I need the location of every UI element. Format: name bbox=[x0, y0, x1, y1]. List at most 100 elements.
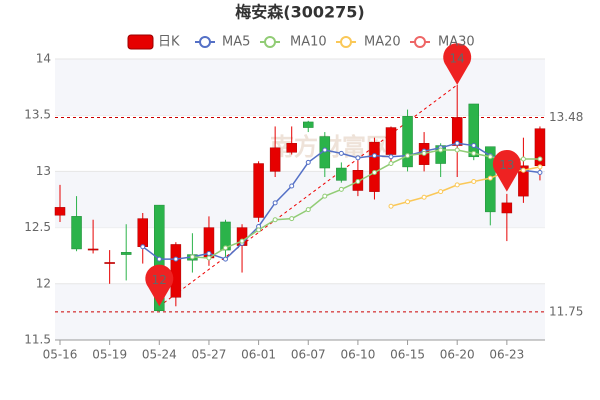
ma-point bbox=[355, 155, 361, 161]
candle-body bbox=[71, 216, 82, 250]
x-tick-label: 05-16 bbox=[43, 348, 78, 362]
ma-point bbox=[371, 153, 377, 159]
ma-point bbox=[189, 254, 195, 260]
ma-point bbox=[405, 199, 411, 205]
candle-body bbox=[137, 218, 148, 247]
ma-point bbox=[206, 255, 212, 261]
x-tick-label: 05-27 bbox=[192, 348, 227, 362]
x-tick-label: 06-20 bbox=[440, 348, 475, 362]
ma-point bbox=[471, 179, 477, 185]
y-tick-label: 13.5 bbox=[24, 108, 51, 122]
y-tick-label: 14 bbox=[36, 52, 51, 66]
legend-label: MA5 bbox=[222, 35, 250, 50]
ma-point bbox=[322, 193, 328, 199]
candle-body bbox=[286, 143, 297, 153]
candle-body bbox=[369, 141, 380, 192]
legend-label: MA30 bbox=[438, 35, 475, 50]
candle-body bbox=[253, 163, 264, 218]
ma-point bbox=[140, 244, 146, 250]
legend-marker bbox=[340, 36, 352, 48]
y-tick-label: 12.5 bbox=[24, 220, 51, 234]
ma-point bbox=[338, 150, 344, 156]
y-tick-label: 13 bbox=[36, 164, 51, 178]
ma-point bbox=[305, 207, 311, 213]
pin-label: 13 bbox=[499, 158, 514, 172]
legend-label: 日K bbox=[158, 35, 180, 50]
x-tick-label: 05-19 bbox=[92, 348, 127, 362]
ma-point bbox=[388, 203, 394, 209]
candle-body bbox=[54, 207, 66, 216]
ma-point bbox=[537, 170, 543, 176]
legend-marker bbox=[264, 36, 276, 48]
reference-label: 11.75 bbox=[549, 304, 583, 318]
ma-point bbox=[256, 227, 262, 233]
ma-point bbox=[471, 143, 477, 149]
grid-band bbox=[55, 171, 545, 228]
ma-point bbox=[305, 159, 311, 165]
x-tick-label: 06-07 bbox=[291, 348, 326, 362]
candle-body bbox=[468, 103, 479, 158]
candle-body bbox=[385, 127, 397, 155]
ma-point bbox=[454, 147, 460, 153]
ma-point bbox=[438, 189, 444, 195]
ma-point bbox=[156, 256, 162, 262]
ma-point bbox=[405, 153, 411, 159]
ma-point bbox=[388, 161, 394, 167]
legend-label: MA20 bbox=[364, 35, 401, 50]
ma-point bbox=[173, 256, 179, 262]
x-tick-label: 06-10 bbox=[340, 348, 375, 362]
ma-point bbox=[520, 167, 526, 173]
pin bbox=[145, 264, 174, 307]
x-tick-label: 06-01 bbox=[241, 348, 276, 362]
ma-point bbox=[487, 154, 493, 160]
ma-point bbox=[289, 183, 295, 189]
ma-point bbox=[371, 170, 377, 176]
legend-marker bbox=[414, 36, 426, 48]
ma-point bbox=[322, 147, 328, 153]
ma-point bbox=[355, 179, 361, 185]
ma-point bbox=[338, 186, 344, 192]
ma-point bbox=[421, 150, 427, 156]
pin-label: 12 bbox=[152, 273, 167, 287]
candle-body bbox=[402, 116, 413, 168]
trend-line bbox=[159, 84, 458, 307]
pin-label: 14 bbox=[450, 51, 465, 65]
candle-body bbox=[518, 165, 529, 197]
ma-point bbox=[487, 175, 493, 181]
ma-point bbox=[272, 217, 278, 223]
ma-point bbox=[388, 154, 394, 160]
legend-swatch bbox=[127, 34, 154, 50]
reference-label: 13.48 bbox=[549, 110, 583, 124]
ma-point bbox=[223, 245, 228, 251]
ma-point bbox=[520, 156, 526, 162]
y-tick-label: 12 bbox=[36, 276, 51, 290]
ma-point bbox=[272, 200, 278, 206]
chart-title: 梅安森(300275) bbox=[235, 3, 364, 22]
candle-body bbox=[87, 248, 99, 251]
ma-point bbox=[223, 256, 228, 262]
x-tick-label: 06-15 bbox=[390, 348, 425, 362]
candle-body bbox=[170, 244, 182, 298]
candle-body bbox=[336, 167, 347, 181]
y-tick-label: 11.5 bbox=[24, 333, 51, 347]
candle-body bbox=[120, 252, 132, 255]
ma-point bbox=[537, 164, 543, 170]
candle-body bbox=[303, 121, 314, 128]
legend-label: MA10 bbox=[290, 35, 327, 50]
legend-marker bbox=[199, 36, 211, 48]
ma-line bbox=[192, 149, 540, 259]
ma-point bbox=[438, 147, 444, 153]
ma-point bbox=[537, 156, 543, 162]
pin bbox=[492, 149, 521, 192]
ma-point bbox=[206, 250, 212, 256]
pin bbox=[443, 43, 472, 85]
candle-body bbox=[501, 202, 513, 214]
ma-point bbox=[471, 150, 477, 156]
candle-body bbox=[104, 262, 115, 264]
ma-point bbox=[454, 140, 460, 146]
ma-point bbox=[239, 238, 245, 244]
candle-body bbox=[269, 147, 281, 172]
ma-point bbox=[289, 216, 295, 222]
x-tick-label: 05-24 bbox=[142, 348, 177, 362]
